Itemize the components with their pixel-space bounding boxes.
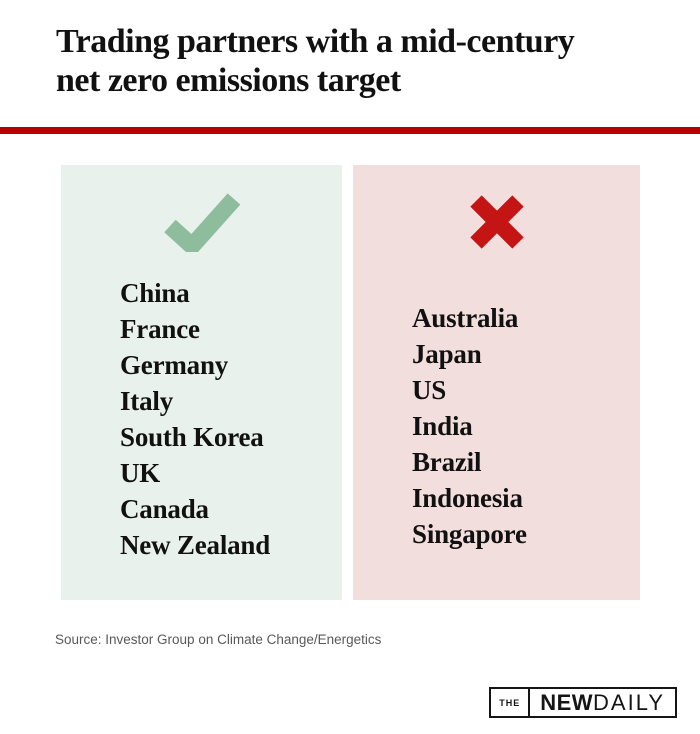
cross-icon	[469, 195, 524, 249]
check-icon	[163, 192, 240, 252]
list-item: China	[120, 278, 190, 308]
panel-without-target: Australia Japan US India Brazil Indonesi…	[353, 165, 640, 600]
panel-with-target: China France Germany Italy South Korea U…	[61, 165, 342, 600]
country-list-without-target: Australia Japan US India Brazil Indonesi…	[412, 300, 527, 552]
list-item: France	[120, 314, 200, 344]
page-title: Trading partners with a mid-century net …	[56, 22, 666, 100]
logo-daily-label: DAILY	[593, 689, 665, 715]
list-item: Canada	[120, 494, 209, 524]
list-item: Japan	[412, 339, 482, 369]
list-item: Singapore	[412, 519, 527, 549]
list-item: India	[412, 411, 473, 441]
list-item: Italy	[120, 386, 174, 416]
logo-name: NEW DAILY	[530, 689, 675, 716]
list-item: Indonesia	[412, 483, 523, 513]
list-item: Australia	[412, 303, 519, 333]
page-title-line2: net zero emissions target	[56, 62, 401, 99]
list-item: UK	[120, 458, 161, 488]
source-note: Source: Investor Group on Climate Change…	[55, 632, 382, 647]
check-icon-stroke	[163, 192, 240, 252]
list-item: US	[412, 375, 447, 405]
newdaily-logo: THE NEW DAILY	[489, 687, 677, 718]
check-icon-container	[61, 192, 342, 252]
logo-new-label: NEW	[540, 689, 594, 715]
page-title-line1: Trading partners with a mid-century	[56, 23, 575, 60]
cross-icon-stroke	[469, 195, 524, 249]
country-list-with-target: China France Germany Italy South Korea U…	[120, 275, 270, 563]
cross-icon-container	[353, 192, 640, 252]
title-divider-rule	[0, 127, 700, 134]
list-item: Germany	[120, 350, 229, 380]
list-item: New Zealand	[120, 530, 271, 560]
list-item: South Korea	[120, 422, 264, 452]
list-item: Brazil	[412, 447, 482, 477]
logo-the-label: THE	[491, 689, 531, 716]
